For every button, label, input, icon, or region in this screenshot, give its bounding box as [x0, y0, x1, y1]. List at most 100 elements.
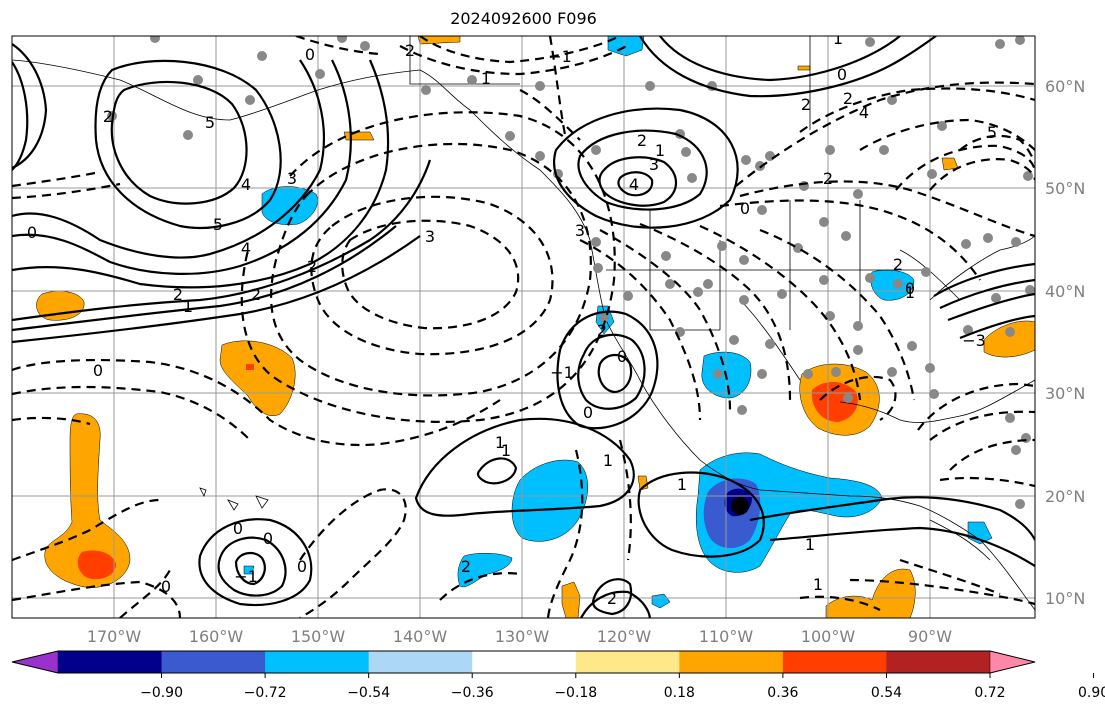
colorbar-tick-label: −0.72: [244, 685, 287, 701]
contour-label: 0: [161, 577, 171, 596]
contour-label: 0: [583, 403, 593, 422]
shade-orange-central: [219, 340, 296, 416]
colorbar-tick-label: −0.90: [140, 685, 183, 701]
contour-label: 3: [287, 169, 297, 188]
colorbar-segment: [575, 651, 680, 673]
colorbar-extend-low: [11, 650, 59, 674]
contour-label: 2: [637, 131, 647, 150]
contour-label: 4: [859, 103, 869, 122]
colorbar-tick-label: 0.72: [974, 685, 1005, 701]
shade-red-gulf: [811, 381, 858, 422]
lat-label: 30°N: [1045, 384, 1085, 403]
positive-contours: [12, 36, 1035, 618]
colorbar-tick-label: 0.90: [1078, 685, 1105, 701]
contour-label: 3: [575, 221, 585, 240]
colorbar: −0.90 −0.72 −0.54 −0.36 −0.18 0.18 0.36 0.54 0.7…: [11, 650, 1105, 701]
map-title: 2024092600 F096: [450, 9, 597, 28]
colorbar-extend-high: [989, 650, 1036, 674]
contour-label: 4: [629, 175, 639, 194]
lon-label: 150°W: [291, 627, 346, 646]
contour-label: 2: [103, 107, 113, 126]
contour-label: 0: [297, 557, 307, 576]
contour-label: 0: [905, 279, 915, 298]
contour-label: 4: [241, 175, 251, 194]
contour-label: 4: [241, 239, 251, 258]
contour-label: 1: [805, 535, 815, 554]
longitude-labels: 170°W 160°W 150°W 140°W 130°W 120°W 110°W 100°W…: [87, 627, 952, 646]
contour-label: 5: [213, 215, 223, 234]
coastlines: [12, 36, 1035, 611]
map-frame: [11, 35, 1036, 619]
colorbar-outline: [11, 650, 1036, 674]
lon-label: 130°W: [495, 627, 550, 646]
contour-label: 1: [603, 451, 613, 470]
shade-orange-top-small: [797, 65, 811, 71]
contour-label: 0: [93, 361, 103, 380]
station-markers: [107, 36, 1035, 509]
colorbar-segment: [679, 651, 784, 673]
contour-label: 3: [425, 227, 435, 246]
colorbar-segment: [265, 651, 370, 673]
colorbar-segment: [58, 651, 163, 673]
lat-label: 50°N: [1045, 179, 1085, 198]
contour-label: 2: [843, 89, 853, 108]
contour-label: 2: [251, 285, 261, 304]
lon-label: 140°W: [393, 627, 448, 646]
contour-label: 0: [837, 65, 847, 84]
shade-blue-pacific-south: [457, 553, 513, 588]
shade-blue-pacific-mid: [511, 459, 588, 542]
contour-label: 1: [501, 441, 511, 460]
shade-orange-top: [417, 36, 461, 45]
colorbar-tick-label: 0.18: [664, 685, 695, 701]
contour-label: 5: [205, 113, 215, 132]
shade-blue-tiny-hawaii: [243, 565, 255, 575]
highlight-point: [731, 497, 749, 515]
shade-red-central: [246, 364, 254, 370]
shade-orange-alaska: [343, 131, 375, 141]
lon-label: 120°W: [597, 627, 652, 646]
contour-label: 1: [677, 475, 687, 494]
shade-orange-south-small: [561, 581, 581, 618]
contour-label: −3: [962, 331, 986, 350]
contour-label: 1: [833, 29, 843, 48]
colorbar-tick-label: 0.36: [767, 685, 798, 701]
colorbar-segment: [161, 651, 266, 673]
contour-label: 2: [893, 255, 903, 274]
contour-label: −1: [234, 567, 258, 586]
contour-label: 1: [905, 283, 915, 302]
graticule: [12, 36, 1035, 618]
negative-contours: [12, 36, 1035, 618]
contour-label: 0: [617, 347, 627, 366]
lon-label: 100°W: [801, 627, 856, 646]
shade-red-south-west: [77, 550, 116, 580]
shade-orange-south-west: [44, 413, 131, 588]
contour-label: 1: [495, 433, 505, 452]
lon-label: 160°W: [189, 627, 244, 646]
contour-label: 2: [307, 257, 317, 276]
lat-label: 40°N: [1045, 282, 1085, 301]
shade-blue-great-lakes: [870, 269, 915, 301]
colorbar-segment: [886, 651, 991, 673]
lat-label: 20°N: [1045, 487, 1085, 506]
colorbar-tick-label: −0.18: [554, 685, 597, 701]
colorbar-segment: [368, 651, 473, 673]
contour-label: 0: [233, 519, 243, 538]
contour-label: 2: [173, 285, 183, 304]
contour-label: 0: [305, 45, 315, 64]
contour-labels: 0 21−124530543221200302134202145202120−3−…: [27, 29, 997, 608]
contour-label: 1: [481, 69, 491, 88]
contour-label: 2: [823, 169, 833, 188]
contour-label: 1: [813, 575, 823, 594]
colorbar-tick-label: −0.54: [347, 685, 390, 701]
colorbar-tick-label: −0.36: [451, 685, 494, 701]
latitude-labels: 60°N 50°N 40°N 30°N 20°N 10°N: [1045, 77, 1085, 608]
lat-label: 60°N: [1045, 77, 1085, 96]
shade-blue-top: [607, 36, 645, 57]
contour-label: 1: [183, 297, 193, 316]
contour-label: −1: [550, 363, 574, 382]
colorbar-tick-label: 0.54: [871, 685, 902, 701]
colorbar-segment: [472, 651, 577, 673]
contour-label: 2: [607, 589, 617, 608]
shade-orange-atlantic: [983, 320, 1035, 358]
